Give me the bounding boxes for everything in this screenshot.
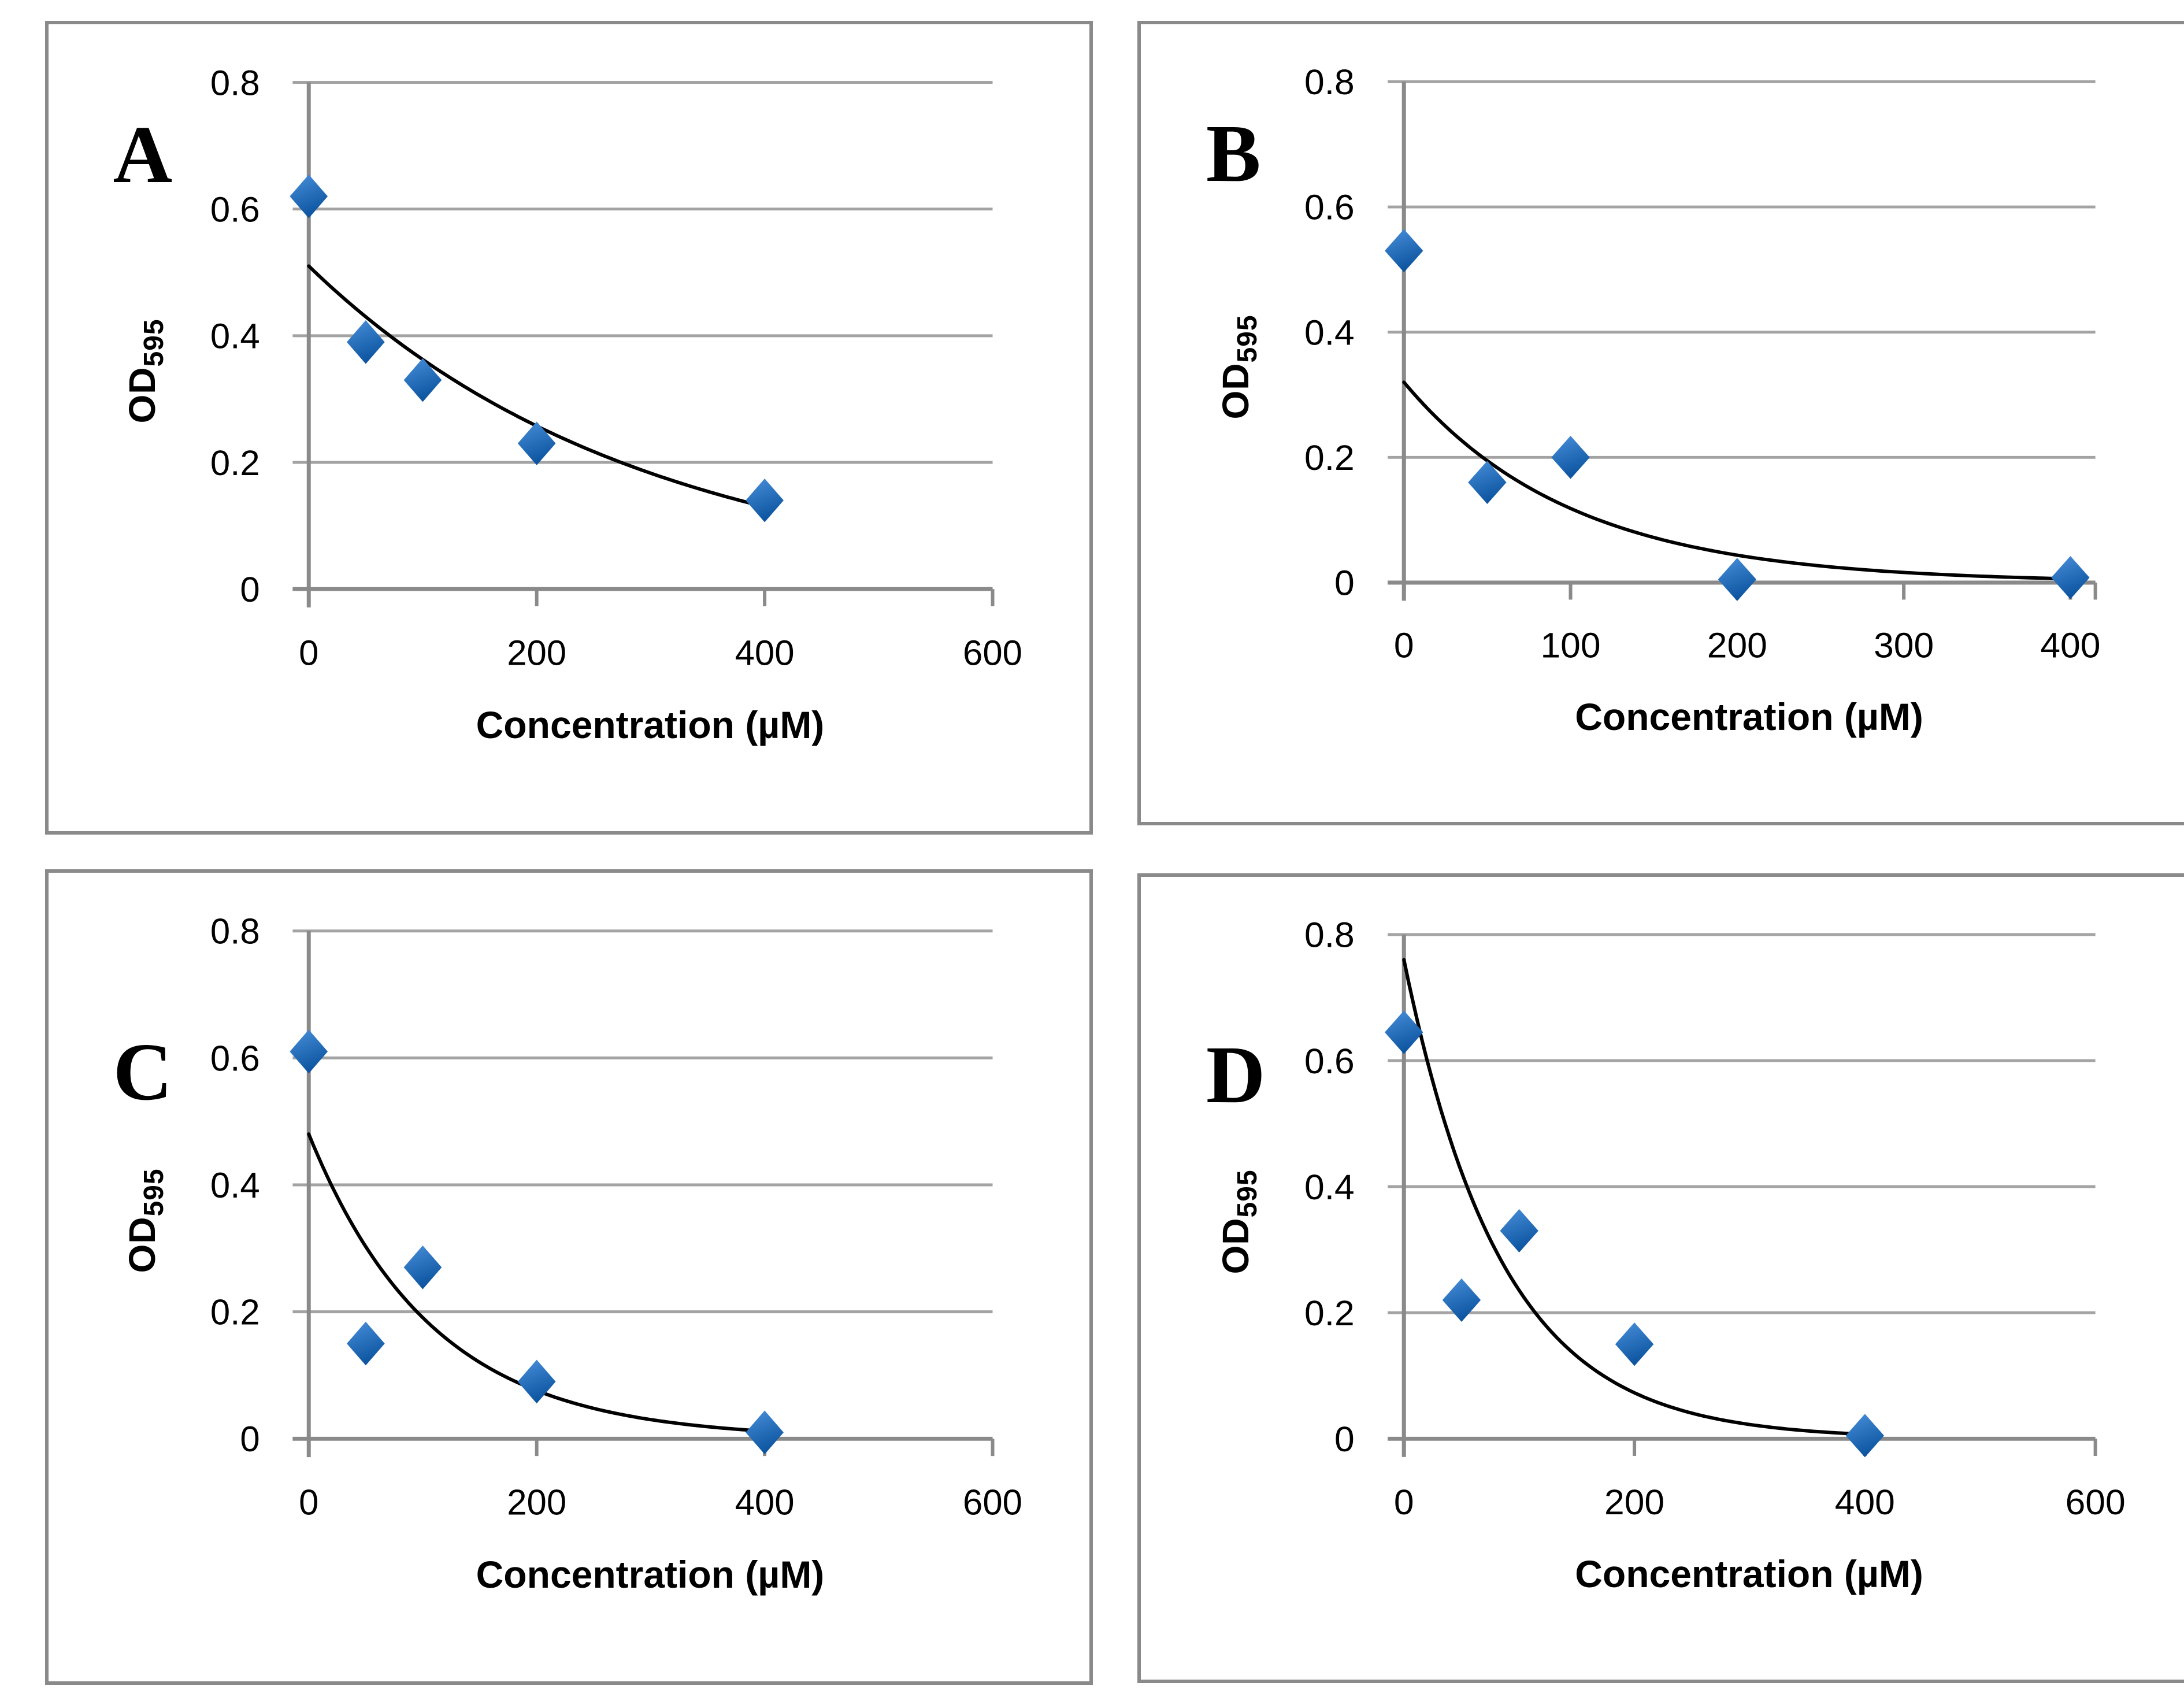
y-tick-label: 0.2 <box>210 1293 260 1333</box>
y-tick-label: 0.6 <box>1304 1042 1355 1081</box>
data-point-marker <box>1845 1414 1885 1458</box>
x-tick-label: 600 <box>963 633 1022 673</box>
data-point-marker <box>290 175 328 218</box>
y-axis-title: OD595 <box>121 1168 169 1273</box>
x-axis-title: Concentration (µM) <box>1575 695 1923 738</box>
y-tick-label: 0.4 <box>1304 313 1355 353</box>
data-point-marker <box>1385 1010 1423 1054</box>
data-point-marker <box>746 479 784 522</box>
y-tick-label: 0.6 <box>210 190 260 230</box>
data-point-marker <box>1442 1278 1481 1322</box>
x-tick-label: 400 <box>2040 626 2100 665</box>
panel-d: 0 0.2 0.4 0.6 0.8 0 200 400 600 D OD595 Concentr… <box>1137 873 2184 1683</box>
y-tick-label: 0.2 <box>1304 439 1355 478</box>
x-tick-label: 200 <box>507 1483 566 1523</box>
y-axis-title-subscript: 595 <box>138 318 169 367</box>
y-axis-title-main: OD <box>121 1216 164 1273</box>
data-point-marker <box>2051 556 2090 599</box>
panel-letter-d: D <box>1206 1028 1266 1120</box>
trend-line <box>307 264 767 509</box>
y-tick-label: 0.8 <box>1304 63 1355 102</box>
x-tick-label: 400 <box>735 1483 795 1523</box>
y-axis-title-subscript: 595 <box>1232 314 1263 363</box>
y-tick-label: 0.4 <box>210 1166 260 1206</box>
data-point-marker <box>347 320 385 364</box>
y-tick-label: 0.8 <box>210 912 260 952</box>
y-axis-title: OD595 <box>1214 315 1263 420</box>
x-tick-label: 0 <box>299 633 318 673</box>
data-point-marker <box>1500 1209 1538 1253</box>
x-tick-label: 200 <box>1707 626 1767 665</box>
data-point-marker <box>517 421 556 465</box>
data-point-marker <box>1718 558 1757 601</box>
y-axis-title: OD595 <box>1214 1170 1263 1274</box>
trend-line <box>1402 380 2072 581</box>
data-point-marker <box>1385 229 1423 273</box>
x-axis-title: Concentration (µM) <box>476 1553 825 1596</box>
y-tick-label: 0 <box>240 1420 259 1459</box>
y-tick-label: 0.6 <box>1304 188 1355 227</box>
x-tick-label: 100 <box>1541 626 1601 665</box>
x-axis-title: Concentration (µM) <box>1575 1552 1923 1595</box>
x-tick-label: 400 <box>1835 1483 1895 1522</box>
x-tick-label: 0 <box>1394 1483 1414 1522</box>
data-point-marker <box>746 1410 784 1455</box>
data-point-marker <box>517 1359 556 1404</box>
y-tick-label: 0.2 <box>210 443 260 483</box>
plot-area-c: 0 0.2 0.4 0.6 0.8 0 200 400 600 <box>210 912 1022 1523</box>
trend-line <box>1402 958 1867 1436</box>
x-tick-label: 600 <box>2066 1483 2126 1522</box>
plot-area-d: 0 0.2 0.4 0.6 0.8 0 200 400 600 <box>1304 916 2126 1522</box>
x-tick-label: 200 <box>1604 1483 1664 1522</box>
panel-letter-a: A <box>113 108 173 200</box>
data-point-marker <box>1615 1322 1654 1366</box>
y-axis-title: OD595 <box>121 319 169 424</box>
panel-c: 0 0.2 0.4 0.6 0.8 0 200 400 600 C OD595 Concentr… <box>45 869 1093 1685</box>
y-tick-label: 0.4 <box>210 317 260 357</box>
y-tick-label: 0.6 <box>210 1039 260 1079</box>
panel-letter-b: B <box>1206 107 1261 199</box>
data-point-marker <box>403 1245 442 1289</box>
x-tick-label: 400 <box>735 633 795 673</box>
x-tick-label: 300 <box>1874 626 1934 665</box>
data-point-marker <box>1551 436 1590 479</box>
y-tick-label: 0.2 <box>1304 1294 1355 1333</box>
y-axis-title-main: OD <box>121 366 164 424</box>
data-point-marker <box>403 358 442 402</box>
data-point-marker <box>347 1321 385 1366</box>
y-tick-label: 0 <box>1334 1420 1355 1459</box>
x-axis-title: Concentration (µM) <box>476 703 825 746</box>
y-axis-title-subscript: 595 <box>138 1168 169 1217</box>
y-tick-label: 0 <box>1334 564 1355 603</box>
y-tick-label: 0.8 <box>210 63 260 103</box>
y-tick-label: 0.4 <box>1304 1168 1355 1207</box>
panel-b: 0 0.2 0.4 0.6 0.8 0 100 200 300 400 B OD595 Conce… <box>1137 21 2184 825</box>
x-tick-label: 0 <box>299 1483 318 1523</box>
y-tick-label: 0 <box>240 570 259 610</box>
panel-letter-c: C <box>113 1025 173 1117</box>
y-tick-label: 0.8 <box>1304 916 1355 955</box>
x-tick-label: 600 <box>963 1483 1022 1523</box>
panel-a: 0 0.2 0.4 0.6 0.8 0 200 400 600 A OD595 Concentr… <box>45 21 1093 835</box>
data-point-marker <box>1468 461 1507 504</box>
plot-area-b: 0 0.2 0.4 0.6 0.8 0 100 200 300 400 <box>1304 63 2100 666</box>
x-tick-label: 200 <box>507 633 566 673</box>
y-axis-title-main: OD <box>1214 362 1256 420</box>
y-axis-title-main: OD <box>1214 1217 1256 1274</box>
x-tick-label: 0 <box>1394 626 1414 665</box>
data-point-marker <box>290 1029 328 1074</box>
plot-area-a: 0 0.2 0.4 0.6 0.8 0 200 400 600 <box>210 63 1022 673</box>
y-axis-title-subscript: 595 <box>1232 1169 1263 1218</box>
